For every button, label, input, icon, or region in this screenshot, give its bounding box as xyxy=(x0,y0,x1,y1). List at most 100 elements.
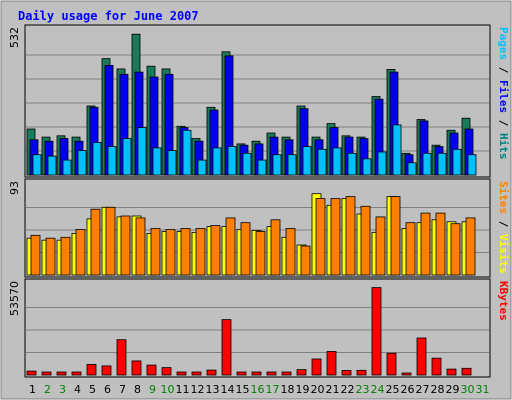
bars xyxy=(26,33,477,176)
x-tick-label: 9 xyxy=(149,383,156,396)
bar-kbytes-day-10 xyxy=(161,367,172,376)
x-tick-label: 20 xyxy=(311,383,325,396)
panel-pages-files-hits: 532 Pages / Files / Hits xyxy=(8,24,510,178)
bar-kbytes-day-16 xyxy=(251,371,262,376)
bar-pages-day-23 xyxy=(362,158,372,176)
x-tick-label: 26 xyxy=(401,383,415,396)
bar-kbytes-day-22 xyxy=(341,370,352,376)
bar-kbytes-day-4 xyxy=(71,371,82,376)
bar-pages-day-9 xyxy=(152,147,162,176)
legend-entry: Files xyxy=(497,80,510,113)
x-tick-label: 6 xyxy=(104,383,111,396)
bar-sites-day-16 xyxy=(255,231,266,276)
bar-sites-day-19 xyxy=(300,245,311,276)
bar-sites-day-6 xyxy=(105,206,116,276)
bar-kbytes-day-30 xyxy=(461,367,472,376)
bar-sites-day-14 xyxy=(225,217,236,276)
bar-pages-day-3 xyxy=(62,159,72,176)
bar-kbytes-day-12 xyxy=(191,371,202,376)
bar-sites-day-24 xyxy=(375,216,386,276)
bar-pages-day-15 xyxy=(242,152,252,176)
x-tick-label: 7 xyxy=(119,383,126,396)
y-max-label: 53570 xyxy=(8,281,21,316)
legend-entry: / xyxy=(497,113,510,133)
panel-kbytes: 53570 KBytes xyxy=(8,278,510,378)
bar-sites-day-22 xyxy=(345,196,356,276)
x-tick-label: 24 xyxy=(371,383,385,396)
legend-entry: Visits xyxy=(497,234,510,274)
bar-kbytes-day-6 xyxy=(101,365,112,376)
bar-sites-day-15 xyxy=(240,222,251,276)
bar-sites-day-20 xyxy=(315,198,326,276)
bar-kbytes-day-15 xyxy=(236,371,247,376)
bar-kbytes-day-11 xyxy=(176,371,187,376)
y-max-label: 93 xyxy=(8,181,21,195)
bar-sites-day-4 xyxy=(75,229,86,276)
bar-pages-day-8 xyxy=(137,127,147,176)
x-tick-label: 22 xyxy=(341,383,355,396)
x-tick-label: 16 xyxy=(251,383,265,396)
chart-title: Daily usage for June 2007 xyxy=(18,9,199,23)
bar-kbytes-day-28 xyxy=(431,357,442,376)
legend-entry: KBytes xyxy=(497,281,510,321)
bar-pages-day-11 xyxy=(182,129,192,176)
bar-pages-day-4 xyxy=(77,150,87,176)
x-tick-label: 15 xyxy=(236,383,250,396)
bar-sites-day-10 xyxy=(165,229,176,276)
bar-pages-day-17 xyxy=(272,154,282,176)
bar-sites-day-12 xyxy=(195,228,206,276)
x-axis-day-labels: 1 2 3 4 5 6 7 8 9 10 11 12 13 14 15 16 17 18 19 20 21 22 23 24 2… xyxy=(29,383,490,396)
x-tick-label: 31 xyxy=(476,383,490,396)
bar-pages-day-24 xyxy=(377,151,387,176)
bar-sites-day-5 xyxy=(90,208,101,276)
bar-kbytes-day-5 xyxy=(86,363,97,376)
bar-pages-day-30 xyxy=(467,154,477,176)
bar-pages-day-27 xyxy=(422,152,432,176)
bar-sites-day-26 xyxy=(405,222,416,276)
bar-sites-day-28 xyxy=(435,212,446,276)
bar-sites-day-18 xyxy=(285,228,296,276)
bar-kbytes-day-26 xyxy=(401,372,412,376)
panel-frame xyxy=(24,278,491,378)
bar-kbytes-day-3 xyxy=(56,371,67,376)
x-tick-label: 11 xyxy=(176,383,190,396)
x-tick-label: 23 xyxy=(356,383,370,396)
bar-kbytes-day-21 xyxy=(326,351,337,376)
bar-pages-day-28 xyxy=(437,152,447,176)
x-tick-label: 10 xyxy=(161,383,175,396)
x-tick-label: 8 xyxy=(134,383,141,396)
bar-pages-day-2 xyxy=(47,155,57,176)
bar-sites-day-30 xyxy=(465,217,476,276)
bar-kbytes-day-29 xyxy=(446,368,457,376)
bar-sites-day-3 xyxy=(60,236,71,276)
bar-kbytes-day-7 xyxy=(116,339,127,376)
bar-kbytes-day-9 xyxy=(146,364,157,376)
bar-sites-day-17 xyxy=(270,219,281,276)
bar-sites-day-29 xyxy=(450,223,461,276)
bar-sites-day-8 xyxy=(135,217,146,276)
bar-kbytes-day-24 xyxy=(371,287,382,376)
series-legend: KBytes xyxy=(497,281,510,321)
bar-sites-day-7 xyxy=(120,215,131,276)
x-tick-label: 2 xyxy=(44,383,51,396)
x-tick-label: 30 xyxy=(461,383,475,396)
bar-kbytes-day-2 xyxy=(41,371,52,376)
y-max-label: 532 xyxy=(8,27,21,48)
x-tick-label: 18 xyxy=(281,383,295,396)
bar-kbytes-day-20 xyxy=(311,358,322,376)
bar-pages-day-29 xyxy=(452,148,462,176)
bar-pages-day-26 xyxy=(407,162,417,176)
legend-entry: Sites xyxy=(497,181,510,214)
bar-sites-day-27 xyxy=(420,212,431,276)
bar-sites-day-2 xyxy=(45,237,56,276)
x-tick-label: 1 xyxy=(29,383,36,396)
bar-pages-day-6 xyxy=(107,146,117,176)
x-tick-label: 5 xyxy=(89,383,96,396)
bar-sites-day-25 xyxy=(390,196,401,276)
x-tick-label: 12 xyxy=(191,383,205,396)
x-tick-label: 19 xyxy=(296,383,310,396)
bar-kbytes-day-17 xyxy=(266,371,277,376)
bar-pages-day-7 xyxy=(122,138,132,176)
bar-pages-day-16 xyxy=(257,159,267,176)
bar-pages-day-25 xyxy=(392,124,402,176)
